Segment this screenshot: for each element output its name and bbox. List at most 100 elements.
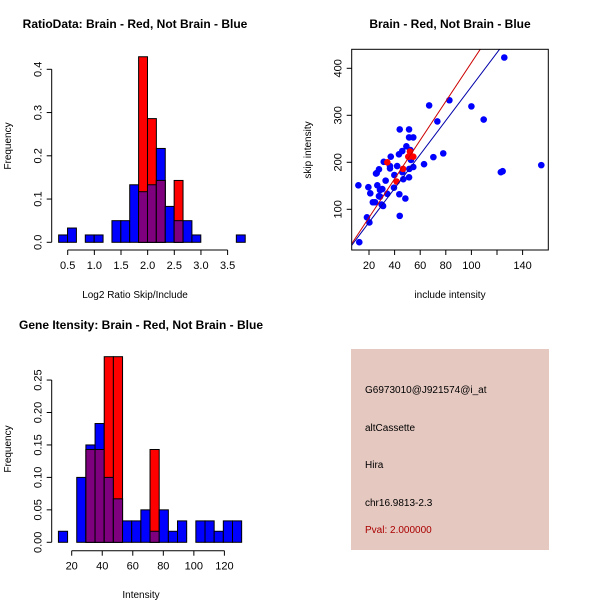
x-tick-label: 40 bbox=[96, 561, 108, 573]
scatter-point-not-brain bbox=[420, 160, 428, 168]
x-tick-label: 140 bbox=[513, 260, 531, 272]
histogram-bar-not-brain bbox=[167, 530, 179, 543]
scatter-point-not-brain bbox=[393, 162, 401, 170]
x-axis-label: Intensity bbox=[122, 590, 159, 600]
histogram-bar-overlap bbox=[149, 530, 160, 543]
x-tick-label: 60 bbox=[414, 260, 426, 272]
scatter-point-brain bbox=[384, 159, 391, 166]
scatter-point-not-brain bbox=[382, 177, 389, 184]
scatter-point-not-brain bbox=[480, 116, 487, 123]
x-tick-label: 1.0 bbox=[87, 260, 102, 272]
x-tick-label: 20 bbox=[66, 561, 78, 573]
x-tick-label: 0.5 bbox=[60, 260, 75, 272]
scatter-point-not-brain bbox=[366, 190, 374, 197]
y-tick-label: 200 bbox=[333, 153, 345, 171]
x-tick-label: 3.5 bbox=[220, 260, 235, 272]
histogram-bar-not-brain bbox=[120, 220, 131, 243]
x-tick-label: 2.0 bbox=[140, 260, 155, 272]
y-tick-label: 0.00 bbox=[33, 532, 45, 553]
scatter-point-not-brain bbox=[425, 102, 433, 109]
histogram-bar-overlap bbox=[138, 191, 148, 243]
scatter-point-not-brain bbox=[386, 165, 394, 172]
histogram-bar-not-brain bbox=[131, 520, 142, 543]
scatter-point-not-brain bbox=[387, 153, 395, 160]
histogram-bar-not-brain bbox=[93, 234, 104, 243]
histogram-bar-not-brain bbox=[164, 205, 175, 243]
chrom-location: chr16.9813-2.3 bbox=[365, 498, 433, 509]
histogram-bar-not-brain bbox=[235, 234, 246, 243]
scatter-point-not-brain bbox=[379, 185, 386, 193]
x-axis-label: Log2 Ratio Skip/Include bbox=[82, 290, 188, 301]
x-tick-label: 60 bbox=[127, 561, 139, 573]
x-tick-label: 20 bbox=[363, 260, 375, 272]
histogram-bar-not-brain bbox=[158, 509, 169, 543]
y-tick-label: 0.3 bbox=[33, 105, 45, 120]
histogram-bar-not-brain bbox=[111, 220, 122, 243]
y-tick-label: 0.10 bbox=[33, 467, 45, 488]
scatter-point-not-brain bbox=[379, 202, 387, 210]
histogram-bar-not-brain bbox=[122, 520, 133, 543]
histogram-bar-overlap bbox=[85, 448, 96, 543]
info-panel: G6973010@J921574@i_at altCassette Hira c… bbox=[351, 349, 549, 550]
chart-title: Gene Itensity: Brain - Red, Not Brain - … bbox=[19, 318, 263, 332]
scatter-point-not-brain bbox=[434, 118, 441, 125]
event-type: altCassette bbox=[365, 423, 416, 434]
x-tick-label: 100 bbox=[462, 260, 480, 272]
scatter-point-not-brain bbox=[371, 198, 379, 206]
y-axis-label: Frequency bbox=[3, 425, 14, 472]
scatter-point-not-brain bbox=[409, 134, 417, 141]
histogram-bar-not-brain bbox=[57, 530, 69, 543]
histogram-bar-not-brain bbox=[58, 234, 69, 243]
y-tick-label: 0.2 bbox=[33, 148, 45, 163]
x-tick-label: 120 bbox=[215, 561, 233, 573]
scatter-point-not-brain bbox=[375, 166, 383, 173]
gene-name: Hira bbox=[365, 460, 384, 471]
scatter-point-not-brain bbox=[468, 103, 475, 110]
scatter-point-not-brain bbox=[398, 147, 406, 155]
pval-text: Pval: 2.000000 bbox=[365, 525, 432, 536]
histogram-bar-overlap bbox=[155, 179, 166, 243]
scatter-point-not-brain bbox=[405, 174, 413, 181]
histogram-bar-not-brain bbox=[182, 220, 193, 243]
x-tick-label: 100 bbox=[185, 561, 203, 573]
y-tick-label: 100 bbox=[333, 200, 345, 218]
y-tick-label: 0.20 bbox=[33, 402, 45, 423]
histogram-bar-brain bbox=[149, 448, 160, 543]
histogram-bar-not-brain bbox=[191, 234, 202, 243]
histogram-bar-overlap bbox=[146, 184, 157, 243]
histogram-bar-overlap bbox=[112, 498, 124, 543]
scatter-point-not-brain bbox=[537, 161, 545, 169]
chart-title: Brain - Red, Not Brain - Blue bbox=[369, 17, 531, 31]
fit-line bbox=[351, 49, 481, 244]
scatter-point-brain bbox=[399, 165, 407, 173]
histogram-bar-overlap bbox=[103, 476, 114, 543]
histogram-bar-not-brain bbox=[222, 520, 233, 543]
x-tick-label: 1.5 bbox=[113, 260, 128, 272]
histogram-bar-not-brain bbox=[76, 476, 87, 543]
x-tick-label: 2.5 bbox=[167, 260, 182, 272]
scatter-point-not-brain bbox=[439, 150, 447, 157]
scatter-point-not-brain bbox=[355, 182, 362, 189]
x-tick-label: 80 bbox=[157, 561, 169, 573]
y-tick-label: 0.05 bbox=[33, 499, 45, 520]
histogram-bar-not-brain bbox=[67, 227, 77, 243]
y-tick-label: 0.4 bbox=[33, 62, 45, 77]
x-tick-label: 3.0 bbox=[193, 260, 208, 272]
scatter-point-not-brain bbox=[430, 153, 437, 161]
x-tick-label: 40 bbox=[388, 260, 400, 272]
scatter-point-not-brain bbox=[396, 126, 404, 133]
y-tick-label: 0.0 bbox=[33, 235, 45, 250]
scatter-point-not-brain bbox=[500, 54, 508, 61]
histogram-bar-not-brain bbox=[84, 234, 95, 243]
chart-title: RatioData: Brain - Red, Not Brain - Blue bbox=[23, 17, 248, 31]
scatter-point-not-brain bbox=[355, 238, 363, 246]
y-tick-label: 0.15 bbox=[33, 434, 45, 455]
x-tick-label: 80 bbox=[440, 260, 452, 272]
histogram-bar-overlap bbox=[173, 220, 184, 243]
scatter-point-not-brain bbox=[396, 212, 404, 220]
histogram-bar-not-brain bbox=[204, 520, 215, 543]
probe-id: G6973010@J921574@i_at bbox=[365, 385, 487, 396]
fit-line bbox=[351, 49, 501, 246]
